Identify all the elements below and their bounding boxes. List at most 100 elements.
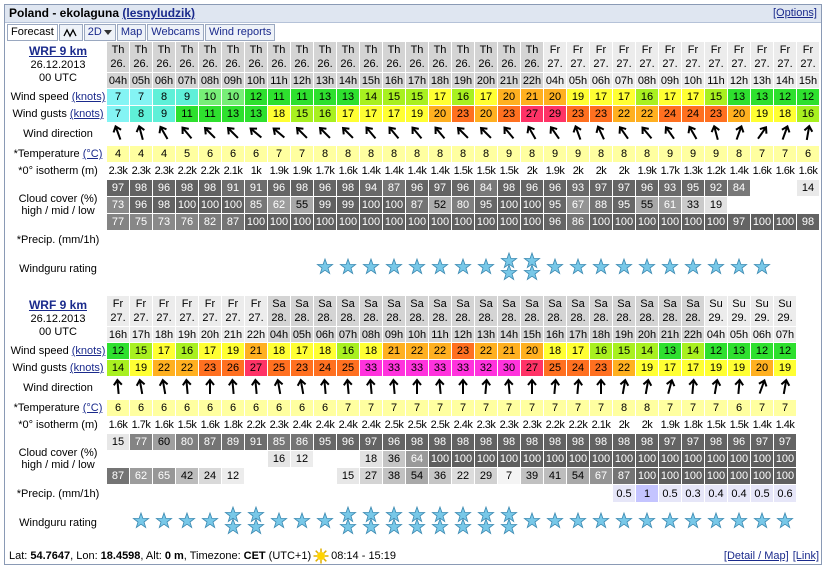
isotherm-cell: 2.5k — [407, 419, 427, 431]
unit-link[interactable]: (knots) — [71, 345, 106, 357]
graph-icon-line — [63, 28, 77, 37]
wind-gusts-cell: 22 — [176, 360, 198, 376]
temperature-cell: 5 — [176, 146, 198, 162]
arrow-group — [618, 125, 629, 139]
day-date: 26. — [386, 58, 402, 70]
unit-link[interactable]: (°C) — [82, 402, 103, 414]
temperature-cell: 4 — [107, 146, 129, 162]
wind-speed-row: Wind speed (knots) 12 15 17 16 17 19 21 18 17 18 16… — [7, 343, 796, 359]
cloud-cell-empty — [107, 451, 129, 467]
arrow-shape — [688, 377, 698, 394]
tab[interactable]: Webcams — [147, 24, 204, 41]
forecast-table: WRF 9 km 26.12.2013 00 UTC Th 26. Th 26. Th 26. T… — [6, 41, 820, 289]
hour-cell: 15h — [521, 327, 543, 342]
day-cell: Th 26. — [222, 42, 244, 72]
cloud-cell: 98 — [176, 180, 198, 196]
arrow-shape — [687, 125, 698, 140]
arrow-group — [228, 377, 238, 394]
day-cell: Fr 27. — [153, 296, 175, 326]
arrow-group — [296, 378, 307, 394]
hour-cell: 07h — [774, 327, 796, 342]
unit-link[interactable]: (°C) — [82, 148, 103, 160]
rating-stars — [153, 249, 175, 285]
model-link[interactable]: WRF 9 km — [28, 44, 87, 58]
wind-gusts-cell: 24 — [567, 360, 589, 376]
wind-arrow — [320, 377, 330, 394]
rating-cell — [613, 249, 635, 288]
tab[interactable]: Forecast — [7, 24, 58, 41]
arrow-shape — [573, 377, 583, 394]
wind-speed-cell: 17 — [590, 89, 612, 105]
footer-value: 18.4598 — [100, 550, 141, 562]
wind-speed-cell: 13 — [337, 89, 359, 105]
temperature-cell: 7 — [682, 400, 704, 416]
wind-direction-cell — [176, 123, 198, 145]
cloud-cell: 100 — [475, 214, 497, 230]
model-cell: WRF 9 km 26.12.2013 00 UTC — [7, 42, 106, 88]
unit-link[interactable]: (knots) — [69, 108, 104, 120]
precip-cell-empty — [245, 485, 267, 502]
rating-cell — [337, 503, 359, 542]
precip-cell-empty — [567, 485, 589, 502]
options-link[interactable]: [Options] — [772, 7, 817, 19]
wind-speed-cell: 9 — [176, 89, 198, 105]
wind-arrow — [158, 378, 169, 394]
wind-speed-cell: 12 — [774, 343, 796, 359]
footer-link[interactable]: [Detail / Map] — [723, 550, 789, 562]
tab[interactable]: 2D — [83, 24, 116, 41]
arrow-shape — [389, 377, 399, 394]
isotherm-cell: 2.4k — [315, 419, 335, 431]
arrow-shape — [550, 377, 560, 394]
cloud-cell: 96 — [406, 180, 428, 196]
day-name: Sa — [548, 298, 562, 310]
rating-stars — [316, 257, 334, 275]
graph-tab[interactable] — [58, 24, 83, 41]
wind-direction-cell — [751, 123, 773, 145]
arrow-group — [664, 125, 675, 139]
unit-link[interactable]: (knots) — [69, 362, 104, 374]
wind-direction-cell — [222, 377, 244, 399]
tab[interactable]: Map — [116, 24, 147, 41]
footer-link[interactable]: [Link] — [792, 550, 819, 562]
cloud-cell: 55 — [636, 197, 658, 213]
wind-gusts-cell: 17 — [337, 106, 359, 122]
wind-speed-cell: 13 — [314, 89, 336, 105]
day-date: 28. — [616, 312, 632, 324]
arrow-group — [273, 378, 284, 394]
isotherm-cell: 2.2k — [545, 419, 565, 431]
star — [431, 517, 449, 535]
wind-gusts-cell: 19 — [751, 106, 773, 122]
star — [385, 517, 403, 535]
model-link[interactable]: WRF 9 km — [28, 298, 87, 312]
wind-gusts-cell: 23 — [590, 360, 612, 376]
day-name: Sa — [341, 298, 355, 310]
star — [523, 263, 541, 281]
wind-direction-cell — [429, 377, 451, 399]
wind-gusts-cell: 20 — [475, 106, 497, 122]
temperature-cell: 7 — [774, 146, 796, 162]
cloud-cell: 98 — [567, 434, 589, 450]
wind-arrow — [365, 125, 377, 139]
tab[interactable]: Wind reports — [204, 24, 276, 41]
temperature-cell: 6 — [728, 400, 750, 416]
isotherm-cell: 2.4k — [292, 419, 312, 431]
unit-link[interactable]: (knots) — [71, 91, 106, 103]
wind-gusts-cell: 19 — [130, 360, 152, 376]
day-cell: Th 26. — [245, 42, 267, 72]
user-link[interactable]: (lesnyludzik) — [122, 6, 196, 20]
cloud-cell: 62 — [130, 468, 152, 484]
rating-cell — [314, 249, 336, 288]
wind-direction-cell — [567, 123, 589, 145]
precip-row: *Precip. (mm/1h) 0.5 1 0.5 0.3 0.4 0.4 0.5 0.6 — [7, 485, 796, 502]
temperature-cell: 7 — [337, 400, 359, 416]
isotherm-cell: 2k — [618, 165, 630, 177]
day-date: 28. — [685, 312, 701, 324]
cloud-cell-empty — [245, 451, 267, 467]
star — [477, 517, 495, 535]
wind-arrow — [527, 377, 537, 394]
wind-arrow — [182, 377, 192, 394]
precip-cell-empty — [130, 231, 152, 248]
wind-gusts-cell: 13 — [245, 106, 267, 122]
cloud-cell: 89 — [222, 434, 244, 450]
wind-arrow — [757, 125, 768, 139]
